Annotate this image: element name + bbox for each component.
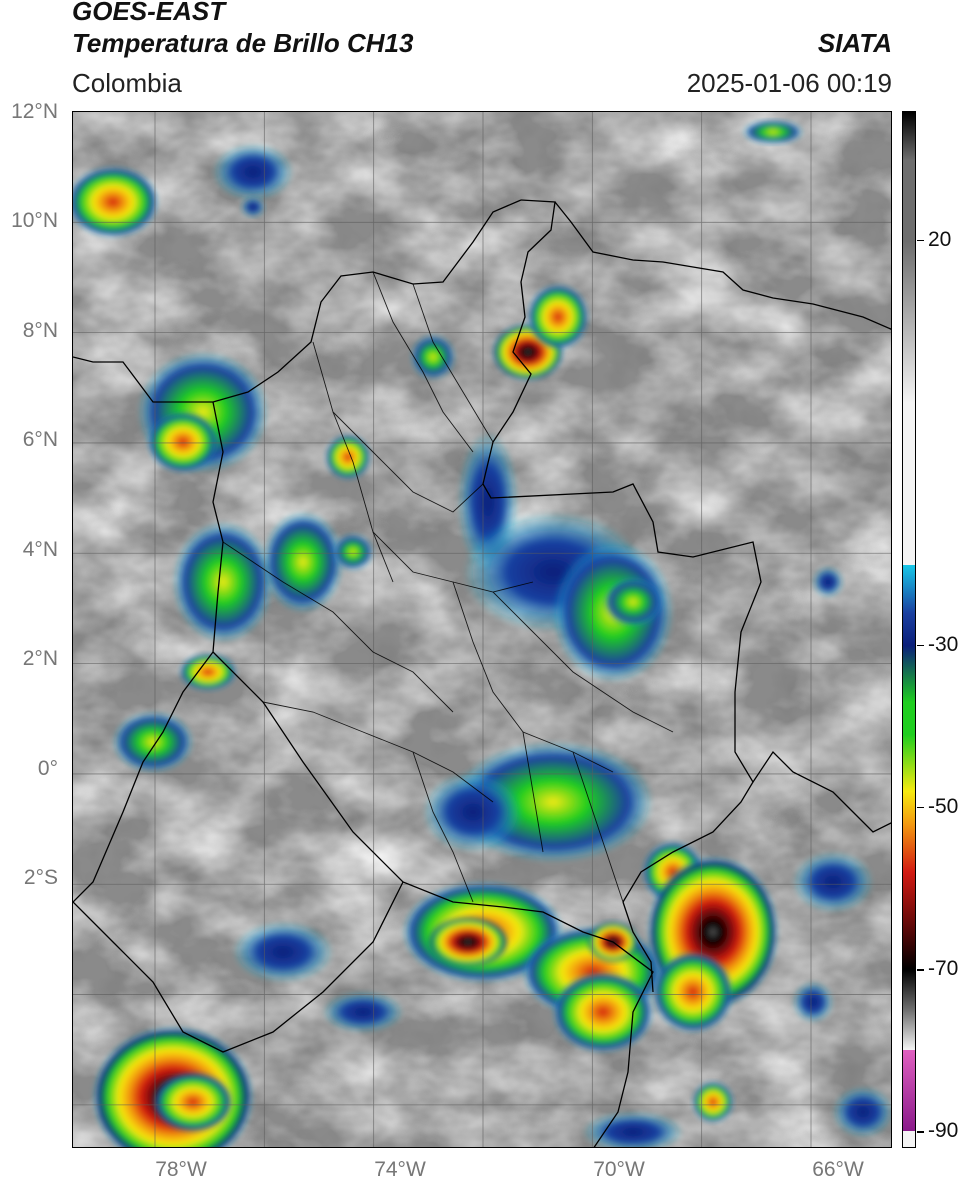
timestamp-label: 2025-01-06 00:19	[686, 68, 892, 98]
convective-cell	[428, 917, 508, 967]
lat-label-equator: 0°	[37, 757, 58, 780]
region-label: Colombia	[72, 68, 182, 98]
ecuador-peru-border	[73, 881, 404, 1053]
convective-cell	[583, 1112, 683, 1147]
lat-label-8n: 8°N	[22, 319, 58, 342]
colorbar-tick	[917, 969, 924, 971]
convective-cell	[653, 952, 733, 1032]
lat-label-2s: 2°S	[23, 866, 58, 889]
temperature-colorbar	[902, 111, 916, 1148]
colorbar-tick	[917, 806, 924, 809]
convective-cell	[153, 1072, 233, 1132]
convective-cell	[603, 577, 663, 627]
lon-label-78w: 78°W	[155, 1158, 207, 1181]
convective-cell	[693, 1082, 733, 1122]
lat-label-12n: 12°N	[11, 100, 58, 123]
colorbar-tick-label: 20	[928, 227, 952, 251]
colorbar-tick	[917, 239, 924, 242]
lat-label-6n: 6°N	[22, 428, 58, 451]
satellite-imagery	[73, 112, 891, 1147]
convective-cell	[241, 197, 265, 217]
product-subtitle: Temperatura de Brillo CH13	[72, 28, 414, 58]
convective-cell	[180, 654, 236, 690]
satellite-map	[72, 111, 892, 1148]
colombia-pacific-coast	[73, 401, 224, 903]
convective-cell	[263, 512, 343, 612]
colombia-venezuela-border	[482, 199, 762, 903]
colombia-ecuador-peru-border	[212, 651, 654, 1147]
convective-cell	[333, 534, 373, 570]
colorbar-tick	[917, 644, 924, 647]
convective-cell	[528, 285, 588, 349]
convective-cell	[553, 972, 653, 1052]
convective-cell	[233, 922, 333, 982]
convective-cell	[326, 435, 370, 479]
colorbar-tick-label: -70	[928, 956, 959, 980]
convective-cell	[423, 772, 523, 852]
lat-label-2n: 2°N	[22, 647, 58, 670]
convective-cell	[793, 982, 833, 1022]
convective-cell	[148, 412, 218, 472]
convective-cell	[323, 992, 403, 1032]
convective-cell	[793, 852, 873, 912]
colorbar-tick-label: -90	[928, 1118, 959, 1142]
lat-label-4n: 4°N	[22, 538, 58, 561]
convective-cell	[73, 167, 158, 237]
country-borders	[73, 199, 891, 1147]
colorbar-tick	[917, 1131, 924, 1133]
organization-label: SIATA	[817, 28, 892, 58]
lat-label-10n: 10°N	[11, 209, 58, 232]
colombia-brazil-border	[622, 901, 654, 993]
colorbar-tick-label: -50	[928, 794, 959, 818]
brazil-venezuela-border	[752, 750, 891, 833]
lon-label-66w: 66°W	[812, 1158, 864, 1181]
convective-cell	[833, 1087, 891, 1137]
colombia-caribbean-coast	[73, 199, 522, 403]
colorbar-tick-label: -30	[928, 632, 959, 656]
graticule	[73, 112, 891, 1147]
lon-label-70w: 70°W	[593, 1158, 645, 1181]
convective-cell	[813, 567, 843, 597]
lon-label-74w: 74°W	[374, 1158, 426, 1181]
product-title: GOES-EAST	[72, 0, 226, 26]
convective-cell	[173, 522, 273, 642]
convective-cell	[743, 120, 803, 144]
convective-cell	[113, 712, 193, 772]
department-borders	[222, 271, 674, 903]
convective-cell	[411, 335, 455, 379]
convective-cell	[213, 144, 293, 200]
venezuela-coast	[554, 201, 891, 330]
